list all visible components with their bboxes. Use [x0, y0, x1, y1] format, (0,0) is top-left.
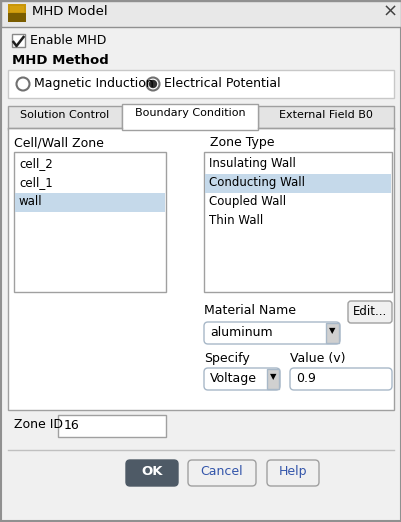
- FancyBboxPatch shape: [266, 460, 318, 486]
- FancyBboxPatch shape: [347, 301, 391, 323]
- Text: cell_2: cell_2: [19, 157, 53, 170]
- Text: Conducting Wall: Conducting Wall: [209, 176, 304, 189]
- Text: Value (v): Value (v): [289, 352, 344, 365]
- Text: cell_1: cell_1: [19, 176, 53, 189]
- Text: Specify: Specify: [203, 352, 249, 365]
- Circle shape: [146, 77, 159, 90]
- Bar: [257, 106, 393, 130]
- FancyBboxPatch shape: [188, 460, 255, 486]
- Text: 0.9: 0.9: [295, 372, 315, 385]
- FancyBboxPatch shape: [289, 368, 391, 390]
- Text: wall: wall: [19, 195, 43, 208]
- Text: ▼: ▼: [269, 372, 275, 381]
- Bar: [1, 1, 400, 27]
- Text: Boundary Condition: Boundary Condition: [134, 108, 245, 118]
- Text: Electrical Potential: Electrical Potential: [164, 77, 280, 90]
- Circle shape: [149, 80, 156, 88]
- FancyBboxPatch shape: [203, 322, 339, 344]
- Text: MHD Model: MHD Model: [32, 5, 107, 18]
- Text: Edit...: Edit...: [352, 305, 386, 318]
- Text: OK: OK: [141, 465, 162, 478]
- Bar: [12, 34, 25, 47]
- Text: Solution Control: Solution Control: [20, 110, 109, 120]
- Text: Cancel: Cancel: [200, 465, 243, 478]
- Bar: [8, 70, 393, 98]
- FancyBboxPatch shape: [126, 460, 178, 486]
- Bar: [8, 4, 26, 22]
- Bar: [10, 6, 24, 12]
- Bar: [205, 174, 390, 193]
- Text: External Field B0: External Field B0: [278, 110, 372, 120]
- Bar: [15, 193, 164, 212]
- Text: Thin Wall: Thin Wall: [209, 214, 263, 227]
- Bar: [325, 323, 338, 343]
- Bar: [58, 415, 166, 437]
- Text: Insulating Wall: Insulating Wall: [209, 157, 295, 170]
- Text: Enable MHD: Enable MHD: [30, 34, 106, 47]
- Bar: [8, 128, 393, 410]
- Text: MHD Method: MHD Method: [12, 54, 109, 67]
- Text: Voltage: Voltage: [209, 372, 256, 385]
- Circle shape: [16, 77, 29, 90]
- Text: 16: 16: [64, 419, 79, 432]
- Bar: [266, 369, 278, 389]
- Text: ▼: ▼: [328, 326, 334, 335]
- Text: Magnetic Induction: Magnetic Induction: [34, 77, 153, 90]
- Bar: [122, 104, 257, 130]
- Bar: [203, 152, 391, 292]
- Text: Coupled Wall: Coupled Wall: [209, 195, 286, 208]
- FancyBboxPatch shape: [203, 368, 279, 390]
- Bar: [8, 4, 26, 13]
- Text: Help: Help: [278, 465, 306, 478]
- Text: Zone ID: Zone ID: [14, 418, 63, 431]
- Text: Cell/Wall Zone: Cell/Wall Zone: [14, 136, 103, 149]
- Text: Material Name: Material Name: [203, 304, 295, 317]
- Text: ×: ×: [381, 3, 397, 21]
- Bar: [14, 152, 166, 292]
- Text: aluminum: aluminum: [209, 326, 272, 339]
- Bar: [8, 106, 122, 130]
- Text: Zone Type: Zone Type: [209, 136, 274, 149]
